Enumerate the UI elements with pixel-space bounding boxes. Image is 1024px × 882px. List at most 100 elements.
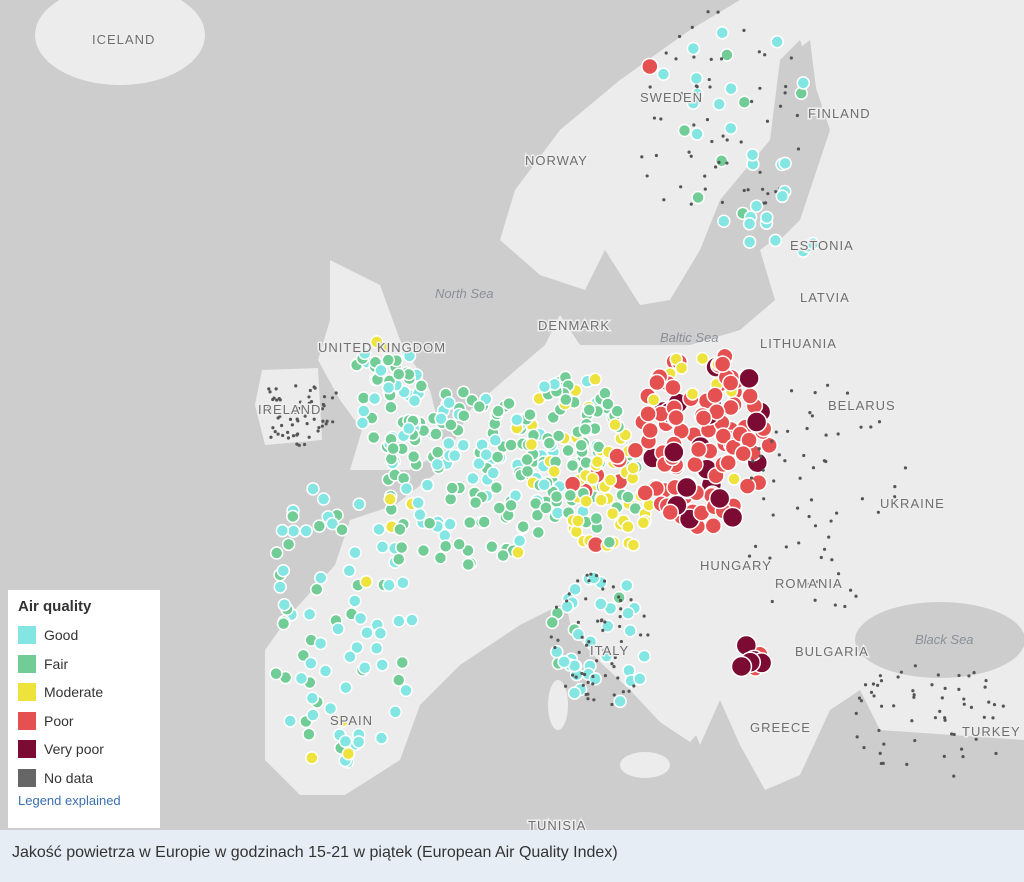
station-no-data xyxy=(882,742,886,746)
station-no-data xyxy=(942,754,946,758)
station xyxy=(360,625,374,640)
station xyxy=(770,35,784,49)
station xyxy=(661,503,680,522)
station-no-data xyxy=(952,774,956,778)
station xyxy=(485,539,499,554)
station-no-data xyxy=(295,442,299,446)
station-no-data xyxy=(991,716,995,720)
station-no-data xyxy=(680,92,684,96)
station xyxy=(286,509,300,524)
station-no-data xyxy=(750,99,754,104)
station-no-data xyxy=(742,28,746,32)
station-no-data xyxy=(652,116,657,120)
station xyxy=(401,421,416,436)
station xyxy=(491,404,505,418)
station-no-data xyxy=(618,624,622,629)
station-no-data xyxy=(276,432,280,436)
station xyxy=(620,578,634,593)
station xyxy=(411,496,425,510)
legend-item: Fair xyxy=(18,650,150,679)
legend-label: Very poor xyxy=(44,741,104,758)
station-no-data xyxy=(825,383,830,387)
station xyxy=(677,123,692,138)
station-no-data xyxy=(770,599,774,604)
station-no-data xyxy=(616,676,620,680)
station-no-data xyxy=(836,432,840,436)
station-no-data xyxy=(692,123,696,127)
station-no-data xyxy=(938,709,942,713)
station xyxy=(433,551,448,565)
station xyxy=(407,394,422,408)
station xyxy=(305,751,319,765)
station xyxy=(381,353,396,367)
station xyxy=(434,411,448,426)
station xyxy=(621,520,635,534)
station xyxy=(745,148,760,162)
legend-link[interactable]: Legend explained xyxy=(18,793,121,808)
station xyxy=(574,438,588,453)
station xyxy=(314,571,328,585)
station-no-data xyxy=(642,614,646,618)
station-no-data xyxy=(303,414,307,418)
station xyxy=(602,535,617,550)
station xyxy=(306,482,320,496)
place-label: FINLAND xyxy=(808,106,871,121)
station-no-data xyxy=(601,628,605,633)
station-no-data xyxy=(876,510,880,514)
station-no-data xyxy=(983,685,987,689)
station-no-data xyxy=(824,459,828,464)
station-no-data xyxy=(692,55,696,59)
station xyxy=(667,408,685,427)
station-no-data xyxy=(613,655,617,660)
station-no-data xyxy=(719,57,724,61)
station-no-data xyxy=(747,554,752,558)
place-label: SWEDEN xyxy=(640,90,703,105)
station-no-data xyxy=(594,574,599,578)
station-no-data xyxy=(278,398,282,402)
station-no-data xyxy=(695,85,699,89)
station xyxy=(686,455,704,474)
station xyxy=(416,543,431,558)
station-no-data xyxy=(585,573,589,577)
station-no-data xyxy=(834,511,839,515)
station xyxy=(353,611,368,626)
station xyxy=(664,378,682,397)
station-no-data xyxy=(813,524,818,528)
station-no-data xyxy=(757,50,761,54)
station xyxy=(323,701,338,716)
station xyxy=(430,445,445,459)
station-no-data xyxy=(830,558,834,562)
station-no-data xyxy=(959,747,964,751)
station xyxy=(578,422,593,437)
station-no-data xyxy=(758,170,762,174)
station-no-data xyxy=(302,442,307,447)
station xyxy=(335,523,349,537)
station xyxy=(639,405,657,423)
legend-item: Very poor xyxy=(18,735,150,764)
station xyxy=(714,427,733,445)
station xyxy=(589,511,604,526)
station-no-data xyxy=(777,453,781,457)
station-no-data xyxy=(584,597,588,601)
station xyxy=(626,461,640,475)
station-no-data xyxy=(330,396,335,400)
place-label: BELARUS xyxy=(828,398,896,413)
station-no-data xyxy=(308,410,312,415)
station xyxy=(355,416,370,430)
station xyxy=(318,664,333,678)
station xyxy=(338,734,353,749)
station-no-data xyxy=(798,476,802,480)
station xyxy=(686,41,701,56)
station xyxy=(422,516,437,531)
station-no-data xyxy=(312,385,316,389)
station-no-data xyxy=(784,545,788,549)
station-no-data xyxy=(290,423,294,427)
station-no-data xyxy=(716,10,720,14)
station-no-data xyxy=(829,519,833,523)
station-no-data xyxy=(596,619,600,623)
station-no-data xyxy=(296,419,300,423)
station xyxy=(488,433,503,447)
station-no-data xyxy=(860,497,864,501)
station xyxy=(796,76,811,90)
station-no-data xyxy=(587,579,591,583)
